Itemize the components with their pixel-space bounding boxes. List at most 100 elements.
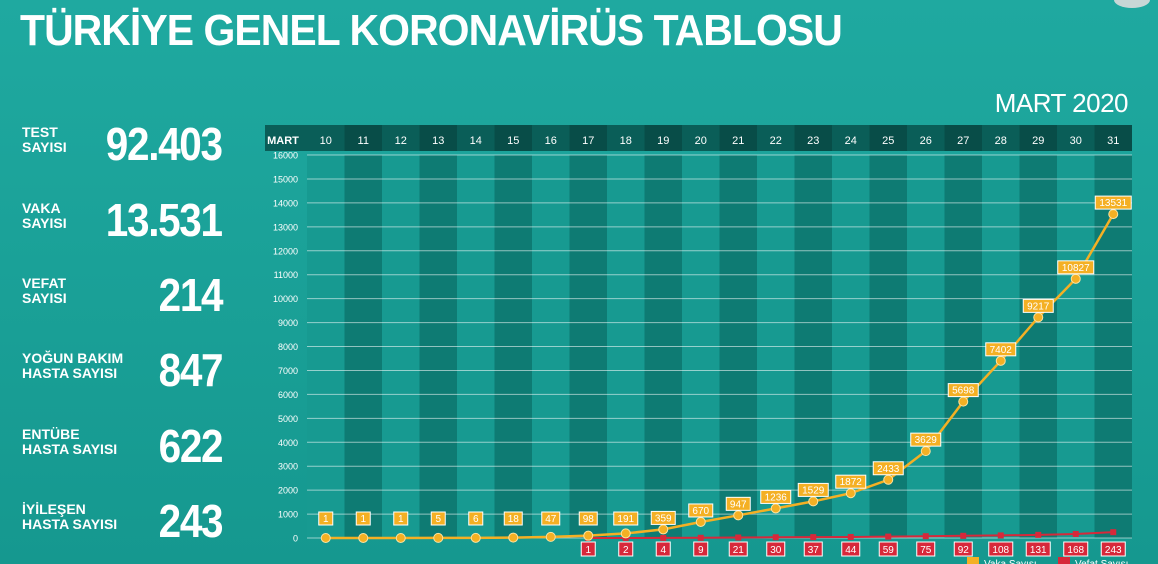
- vaka-point: [808, 496, 819, 507]
- vaka-label-box: [1094, 195, 1132, 210]
- y-tick-label: 7000: [278, 366, 298, 376]
- stat-vaka: VAKA SAYISI 13.531: [22, 193, 232, 253]
- vaka-label-box: [985, 342, 1017, 357]
- vaka-label-box: [355, 511, 371, 526]
- y-tick-label: 10000: [273, 294, 298, 304]
- vaka-label-box: [760, 489, 792, 504]
- x-tick-label: 25: [882, 135, 894, 147]
- vefat-point: [810, 534, 817, 541]
- y-tick-label: 13000: [273, 222, 298, 232]
- x-tick-label: 20: [695, 135, 707, 147]
- vefat-point: [997, 532, 1004, 539]
- vaka-data-label: 359: [655, 513, 672, 524]
- vaka-point: [545, 531, 556, 542]
- vefat-data-label: 30: [770, 545, 782, 556]
- x-tick-label: 12: [395, 135, 407, 147]
- vaka-data-label: 47: [545, 514, 557, 525]
- legend-vaka-label: Vaka Sayısı: [984, 559, 1037, 564]
- x-tick-label: 22: [770, 135, 782, 147]
- vefat-point: [772, 534, 779, 541]
- stat-value: 243: [158, 495, 223, 547]
- stat-value: 92.403: [106, 118, 223, 170]
- vaka-data-label: 2433: [877, 464, 900, 475]
- vaka-label-box: [430, 511, 446, 526]
- vaka-label-box: [541, 511, 561, 526]
- vaka-data-label: 5698: [952, 386, 975, 397]
- vaka-data-label: 13531: [1099, 198, 1127, 209]
- vefat-label-box: [1100, 541, 1126, 557]
- vaka-data-label: 98: [583, 514, 595, 525]
- stat-value: 847: [158, 344, 223, 396]
- stat-vefat: VEFAT SAYISI 214: [22, 268, 232, 328]
- vaka-label-box: [578, 511, 598, 526]
- y-tick-label: 15000: [273, 174, 298, 184]
- vaka-point: [1070, 273, 1081, 284]
- vefat-data-label: 131: [1030, 545, 1047, 556]
- y-tick-label: 0: [293, 534, 298, 544]
- y-tick-label: 1000: [278, 510, 298, 520]
- header-band: [944, 125, 982, 151]
- stat-value: 622: [158, 420, 223, 472]
- vefat-label-box: [693, 541, 709, 557]
- header-band: [1019, 125, 1057, 151]
- vefat-point: [1110, 529, 1117, 536]
- vaka-point: [433, 532, 444, 543]
- vaka-point: [920, 446, 931, 457]
- vaka-point: [320, 532, 331, 543]
- x-tick-label: 10: [320, 135, 332, 147]
- vaka-data-label: 1236: [765, 492, 788, 503]
- vaka-data-label: 3629: [915, 435, 938, 446]
- vaka-point: [958, 396, 969, 407]
- y-tick-label: 16000: [273, 151, 298, 161]
- vefat-point: [847, 533, 854, 540]
- vaka-point: [1033, 312, 1044, 323]
- y-tick-label: 11000: [274, 270, 298, 280]
- vefat-data-label: 75: [920, 545, 932, 556]
- vaka-data-label: 1: [360, 514, 366, 525]
- header-band: [869, 125, 907, 151]
- vaka-point: [883, 474, 894, 485]
- header-band: [794, 125, 832, 151]
- y-tick-label: 8000: [278, 342, 298, 352]
- x-tick-label: 15: [507, 135, 519, 147]
- vefat-data-label: 37: [808, 545, 820, 556]
- vaka-point: [583, 530, 594, 541]
- vaka-point: [470, 532, 481, 543]
- vefat-label-box: [803, 541, 823, 557]
- stat-label: TEST SAYISI: [22, 124, 67, 155]
- vaka-data-label: 18: [508, 514, 520, 525]
- vefat-label-box: [655, 541, 671, 557]
- x-tick-label: 13: [432, 135, 444, 147]
- vaka-point: [508, 532, 519, 543]
- vefat-data-label: 21: [733, 545, 745, 556]
- vaka-point: [358, 532, 369, 543]
- vaka-label-box: [318, 511, 334, 526]
- stat-entube: ENTÜBE HASTA SAYISI 622: [22, 419, 232, 479]
- vaka-point: [620, 528, 631, 539]
- stat-test: TEST SAYISI 92.403: [22, 117, 232, 177]
- stat-value: 214: [158, 269, 223, 321]
- vefat-label-box: [841, 541, 861, 557]
- vaka-line: [325, 213, 1115, 540]
- vaka-label-box: [393, 511, 409, 526]
- y-tick-label: 2000: [278, 486, 298, 496]
- vefat-point: [697, 534, 704, 541]
- vaka-point: [395, 532, 406, 543]
- vaka-label-box: [1022, 298, 1054, 313]
- vefat-data-label: 108: [992, 545, 1009, 556]
- vaka-data-label: 10827: [1062, 263, 1090, 274]
- vaka-data-label: 1: [323, 514, 329, 525]
- header-band: [419, 125, 457, 151]
- vefat-label-box: [728, 541, 748, 557]
- vefat-point: [735, 534, 742, 541]
- page-title: TÜRKİYE GENEL KORONAVİRÜS TABLOSU: [20, 6, 843, 55]
- vaka-point: [733, 510, 744, 521]
- vaka-point: [695, 516, 706, 527]
- vaka-point: [845, 488, 856, 499]
- y-tick-label: 12000: [273, 246, 298, 256]
- header-band: [494, 125, 532, 151]
- vefat-label-box: [988, 541, 1014, 557]
- header-row: [265, 125, 1132, 151]
- header-band: [1094, 125, 1132, 151]
- x-tick-label: 28: [995, 135, 1007, 147]
